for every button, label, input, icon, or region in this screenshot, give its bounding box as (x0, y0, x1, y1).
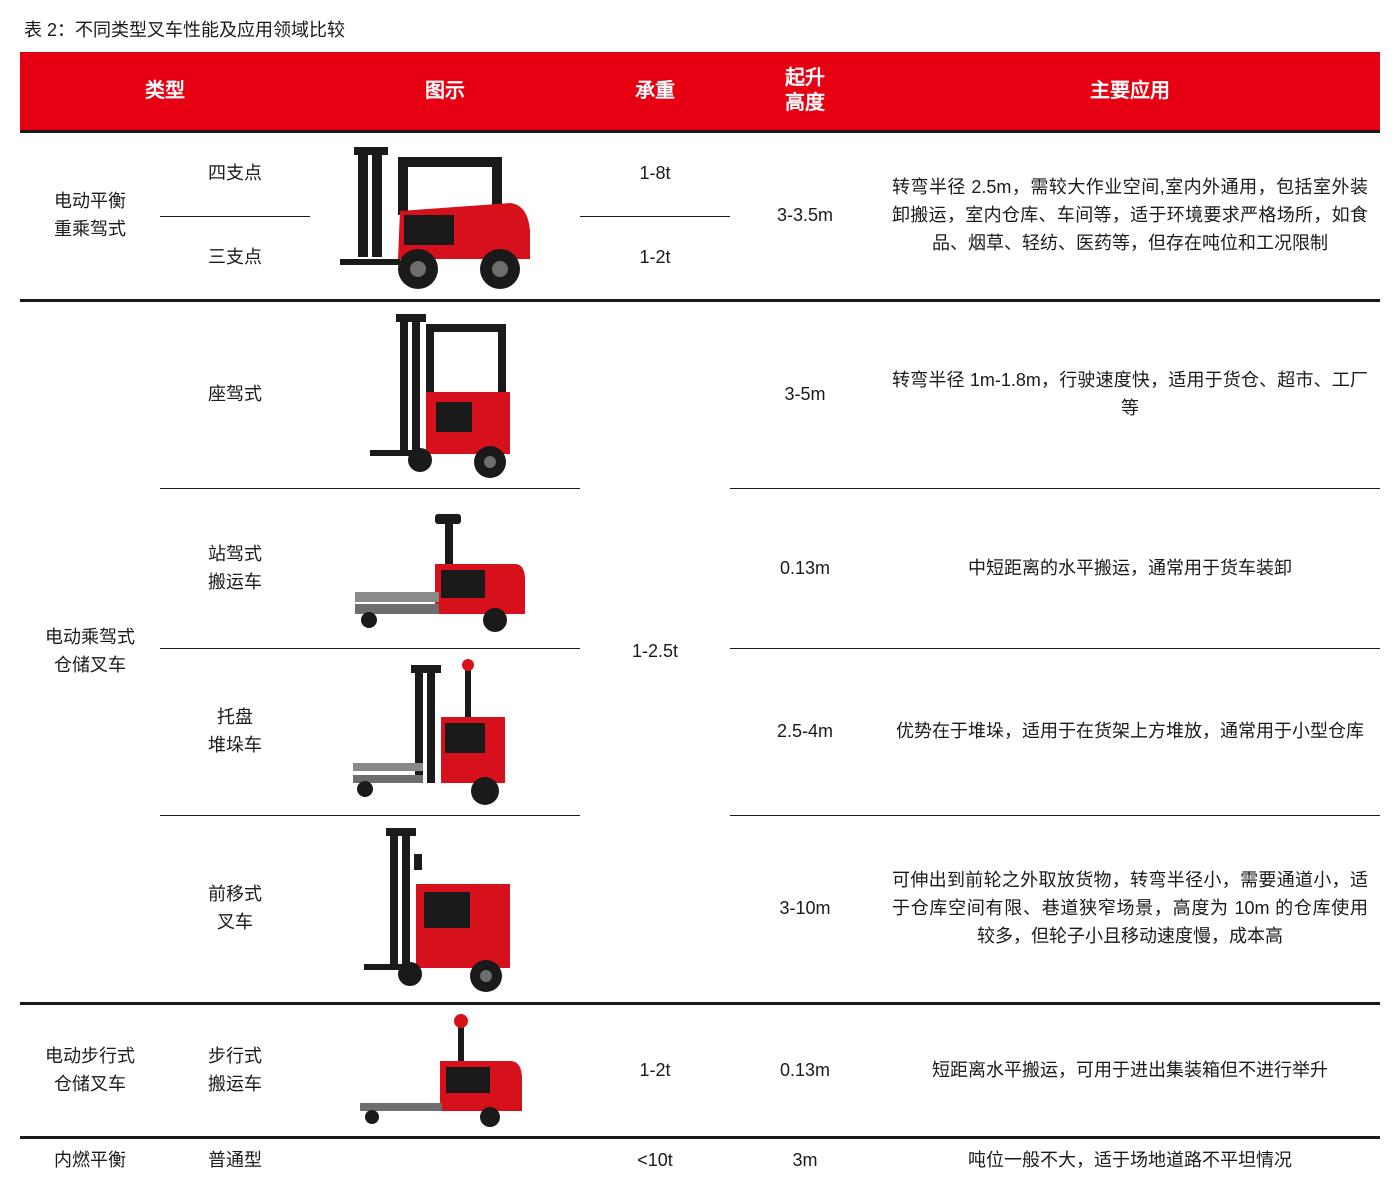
header-illustration: 图示 (310, 52, 580, 132)
cell-application: 吨位一般不大，适于场地道路不平坦情况 (880, 1138, 1380, 1183)
cell-type: 内燃平衡 (20, 1138, 160, 1183)
cell-sub: 托盘堆垛车 (160, 649, 310, 816)
comparison-table: 类型 图示 承重 起升高度 主要应用 电动平衡重乘驾式 四支点 (20, 52, 1380, 1183)
table-title: 表 2：不同类型叉车性能及应用领域比较 (20, 10, 1380, 52)
table-row: 电动平衡重乘驾式 四支点 (20, 132, 1380, 217)
reach-truck-seated-icon (360, 310, 530, 480)
cell-illustration (310, 1138, 580, 1183)
cell-application: 中短距离的水平搬运，通常用于货车装卸 (880, 489, 1380, 649)
cell-sub: 前移式叉车 (160, 816, 310, 1004)
cell-load: 1-2t (580, 1004, 730, 1138)
cell-load: 1-2t (580, 216, 730, 301)
cell-type: 电动平衡重乘驾式 (20, 132, 160, 301)
cell-sub: 站驾式搬运车 (160, 489, 310, 649)
cell-sub: 三支点 (160, 216, 310, 301)
table-row: 电动乘驾式仓储叉车 座驾式 1-2.5t 3-5m (20, 301, 1380, 489)
cell-sub: 普通型 (160, 1138, 310, 1183)
header-type: 类型 (20, 52, 310, 132)
table-row: 电动步行式仓储叉车 步行式搬运车 1-2t 0.13m 短距离水平搬运，可用于进… (20, 1004, 1380, 1138)
reach-truck-icon (360, 824, 530, 994)
cell-lift-height: 3-10m (730, 816, 880, 1004)
cell-sub: 步行式搬运车 (160, 1004, 310, 1138)
header-lift-height: 起升高度 (730, 52, 880, 132)
cell-illustration (310, 816, 580, 1004)
walkie-pallet-truck-icon (350, 1013, 540, 1128)
cell-lift-height: 3-3.5m (730, 132, 880, 301)
cell-illustration (310, 489, 580, 649)
cell-application: 优势在于堆垛，适用于在货架上方堆放，通常用于小型仓库 (880, 649, 1380, 816)
table-header-row: 类型 图示 承重 起升高度 主要应用 (20, 52, 1380, 132)
cell-lift-height: 2.5-4m (730, 649, 880, 816)
cell-type: 电动乘驾式仓储叉车 (20, 301, 160, 1004)
cell-application: 短距离水平搬运，可用于进出集装箱但不进行举升 (880, 1004, 1380, 1138)
cell-lift-height: 0.13m (730, 489, 880, 649)
cell-illustration (310, 301, 580, 489)
cell-application: 转弯半径 1m-1.8m，行驶速度快，适用于货仓、超市、工厂等 (880, 301, 1380, 489)
cell-application: 可伸出到前轮之外取放货物，转弯半径小，需要通道小，适于仓库空间有限、巷道狭窄场景… (880, 816, 1380, 1004)
cell-load: 1-8t (580, 132, 730, 217)
standup-pallet-truck-icon (345, 504, 545, 634)
header-application: 主要应用 (880, 52, 1380, 132)
pallet-stacker-icon (345, 657, 545, 807)
cell-lift-height: 0.13m (730, 1004, 880, 1138)
cell-illustration (310, 649, 580, 816)
cell-illustration (310, 1004, 580, 1138)
cell-lift-height: 3-5m (730, 301, 880, 489)
table-row: 内燃平衡 普通型 <10t 3m 吨位一般不大，适于场地道路不平坦情况 (20, 1138, 1380, 1183)
cell-application: 转弯半径 2.5m，需较大作业空间,室内外通用，包括室外装卸搬运，室内仓库、车间… (880, 132, 1380, 301)
cell-lift-height: 3m (730, 1138, 880, 1183)
cell-load: 1-2.5t (580, 301, 730, 1004)
cell-load: <10t (580, 1138, 730, 1183)
header-load: 承重 (580, 52, 730, 132)
cell-sub: 座驾式 (160, 301, 310, 489)
cell-illustration (310, 132, 580, 301)
counterbalance-forklift-icon (340, 141, 550, 291)
cell-sub: 四支点 (160, 132, 310, 217)
cell-type: 电动步行式仓储叉车 (20, 1004, 160, 1138)
